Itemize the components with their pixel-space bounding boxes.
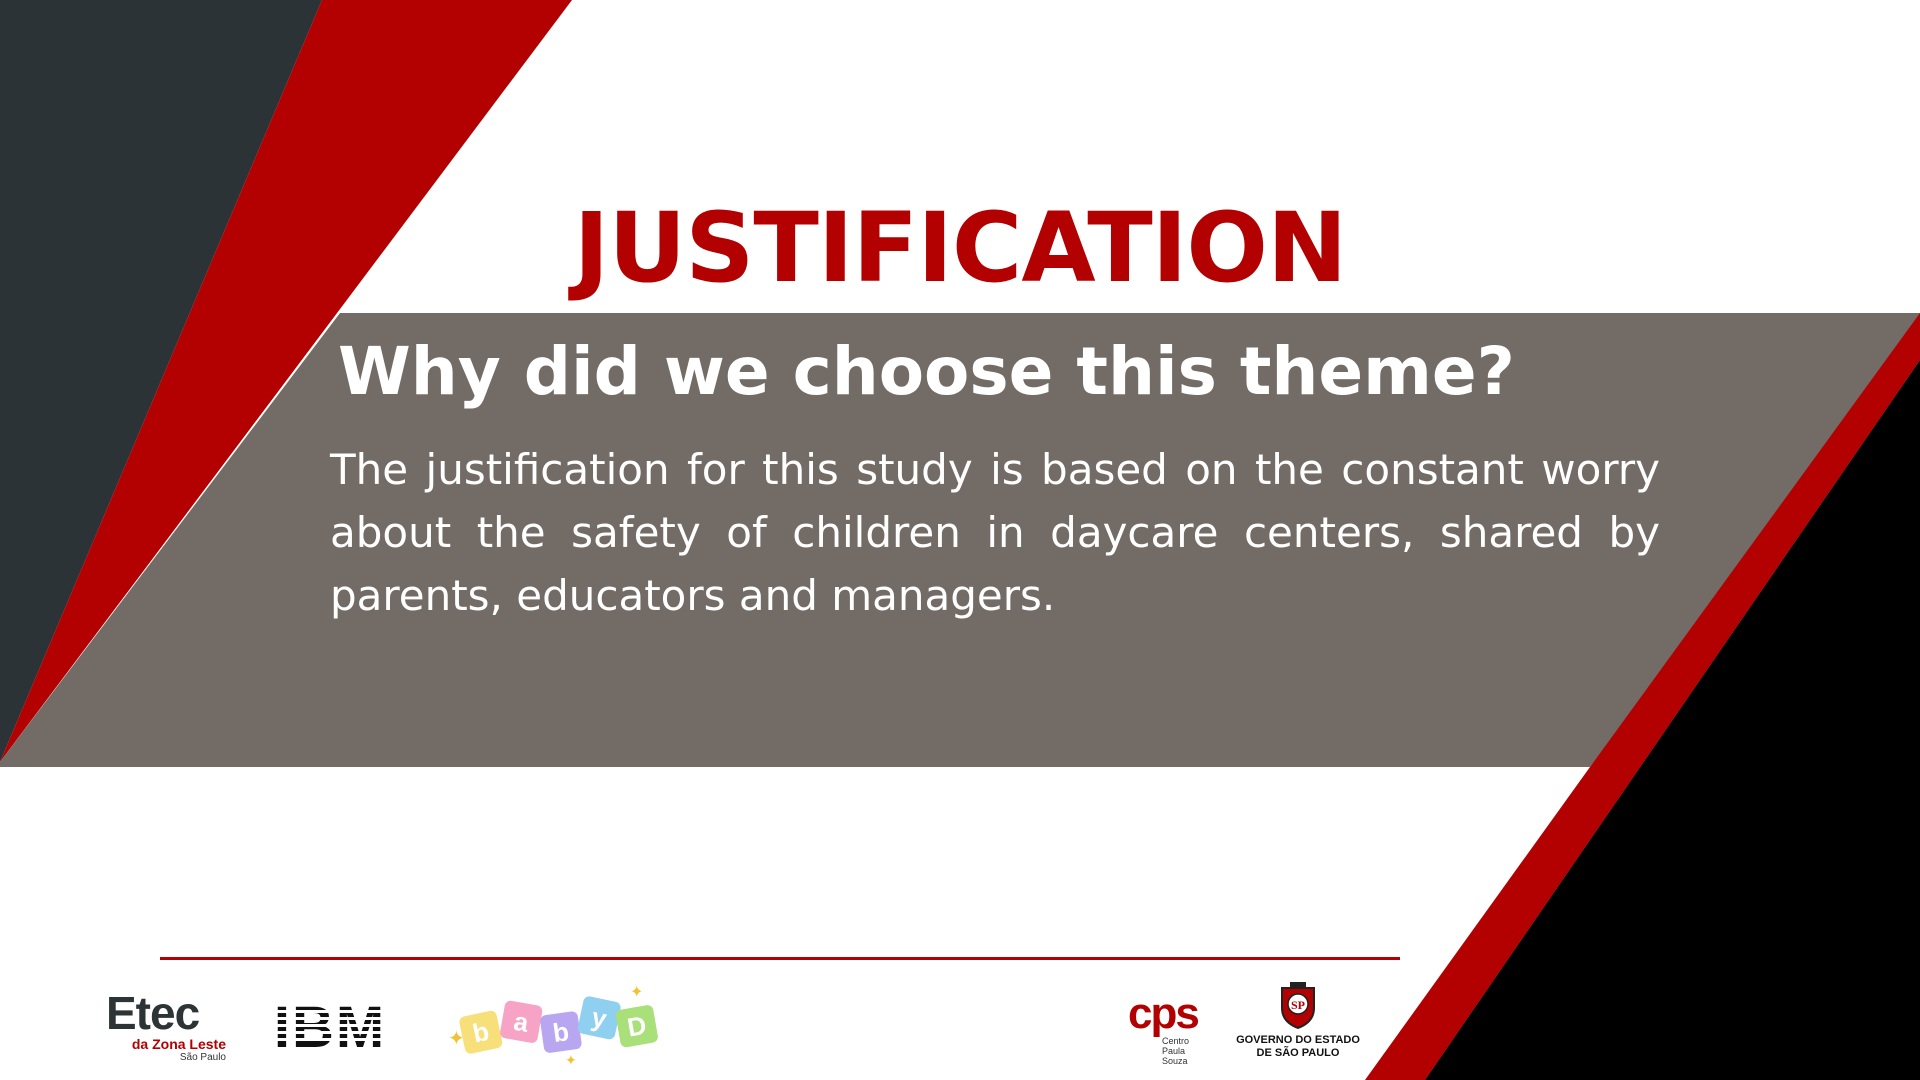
red-left-stripe (0, 0, 572, 762)
etec-logo-city: São Paulo (179, 1052, 226, 1063)
cps-logo-sub-line1: Centro (1162, 1036, 1190, 1046)
gray-content-panel (0, 313, 1920, 767)
etec-logo-main: Etec (106, 987, 200, 1039)
sp-seal-icon: SP (1281, 982, 1315, 1030)
cps-logo-sub-line2: Paula Souza (1162, 1046, 1188, 1066)
slide-title: JUSTIFICATION (573, 192, 1348, 304)
svg-text:✦: ✦ (448, 1026, 465, 1050)
red-right-stripe (1365, 313, 1920, 1080)
babyd-letter-b2: b (551, 1016, 571, 1048)
babyd-letter-a: a (511, 1006, 531, 1038)
slide-body-text: The justification for this study is base… (330, 445, 1660, 620)
cps-logo-mark: cps (1128, 989, 1200, 1038)
svg-text:SP: SP (1291, 998, 1305, 1012)
svg-text:✦: ✦ (630, 982, 643, 1001)
slide-subtitle: Why did we choose this theme? (338, 333, 1515, 410)
black-right-corner (1425, 360, 1920, 1080)
babyd-logo: ✦ ✦ ✦ b a b y D (440, 975, 670, 1070)
cps-logo: cps Centro Paula Souza (1128, 989, 1212, 1067)
babyd-letter-b1: b (470, 1016, 492, 1049)
etec-logo-sub: da Zona Leste (131, 1036, 226, 1052)
gov-logo-line2: DE SÃO PAULO (1256, 1047, 1340, 1059)
gov-logo-line1: GOVERNO DO ESTADO (1236, 1034, 1360, 1046)
etec-logo: Etec da Zona Leste São Paulo (106, 990, 226, 1065)
svg-text:✦: ✦ (565, 1053, 577, 1069)
footer-divider (160, 957, 1400, 960)
gov-sp-logo: SP GOVERNO DO ESTADO DE SÃO PAULO (1228, 980, 1368, 1066)
ibm-logo: IBM (260, 995, 400, 1060)
babyd-letter-y: y (589, 1002, 610, 1034)
babyd-letter-d: D (625, 1010, 649, 1043)
